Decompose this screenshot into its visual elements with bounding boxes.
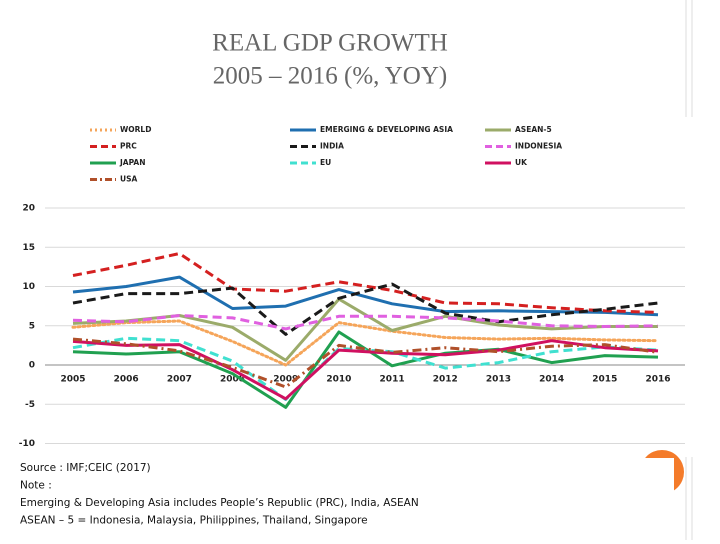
x-tick-label: 2007 [167,375,192,385]
y-tick-label: 5 [29,321,35,331]
legend-label: INDIA [320,142,344,151]
series-line [72,314,659,331]
legend-label: USA [120,175,137,184]
x-tick-label: 2009 [273,375,298,385]
x-tick-label: 2012 [433,375,458,385]
x-tick-label: 2016 [645,375,670,385]
note: Emerging & Developing Asia includes Peop… [20,497,419,509]
legend-label: EU [320,158,331,167]
legend-label: WORLD [120,125,151,134]
series-line [72,275,659,317]
y-tick-label: 10 [22,282,35,292]
y-tick-label: 20 [22,204,35,214]
notes-box [14,458,674,534]
legend-label: INDONESIA [515,142,562,151]
chart-subtitle: 2005 – 2016 (%, YOY) [213,63,447,90]
x-tick-label: 2014 [539,375,564,385]
y-tick-label: 0 [29,361,35,371]
legend-label: UK [515,158,528,167]
series-line [72,282,659,336]
x-tick-label: 2011 [380,375,405,385]
series-line [72,252,659,314]
note: Note : [20,480,52,492]
legend-label: EMERGING & DEVELOPING ASIA [320,125,453,134]
chart-title: REAL GDP GROWTH [212,30,448,57]
x-tick-label: 2006 [114,375,139,385]
legend-label: ASEAN-5 [515,125,552,134]
x-tick-label: 2005 [60,375,85,385]
series-line [71,319,660,367]
note: Source : IMF;CEIC (2017) [20,462,151,474]
y-tick-label: -10 [19,439,35,449]
x-tick-label: 2010 [326,375,351,385]
y-tick-label: -5 [25,400,35,410]
series-line [72,339,659,401]
y-tick-label: 15 [22,243,35,253]
legend-label: JAPAN [119,158,146,167]
series-line [72,337,659,389]
x-tick-label: 2015 [592,375,617,385]
x-tick-label: 2008 [220,375,245,385]
legend-label: PRC [120,142,137,151]
note: ASEAN – 5 = Indonesia, Malaysia, Philipp… [20,515,368,527]
series-line [72,336,659,401]
x-tick-label: 2013 [486,375,511,385]
